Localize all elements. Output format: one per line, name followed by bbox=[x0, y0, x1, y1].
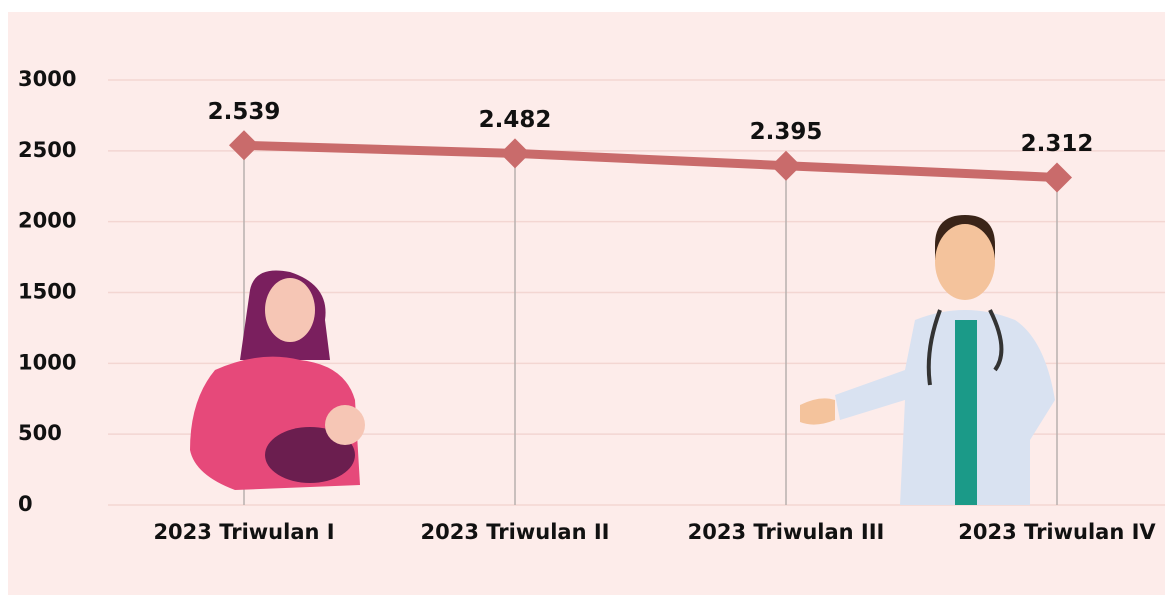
y-tick-label: 2500 bbox=[18, 138, 76, 162]
value-label: 2.395 bbox=[750, 119, 823, 145]
y-tick-label: 1000 bbox=[18, 350, 76, 374]
background bbox=[8, 12, 1165, 595]
x-tick-label: 2023 Triwulan IV bbox=[958, 520, 1156, 544]
value-label: 2.312 bbox=[1021, 131, 1094, 157]
y-tick-label: 500 bbox=[18, 421, 62, 445]
y-tick-label: 1500 bbox=[18, 280, 76, 304]
y-tick-label: 0 bbox=[18, 492, 33, 516]
chart: 0 500 1000 1500 2000 2500 3000 2.539 2.482 2.395 2… bbox=[0, 0, 1171, 600]
y-tick-label: 2000 bbox=[18, 209, 76, 233]
x-tick-label: 2023 Triwulan III bbox=[688, 520, 885, 544]
x-tick-label: 2023 Triwulan I bbox=[153, 520, 334, 544]
y-tick-label: 3000 bbox=[18, 67, 76, 91]
x-tick-label: 2023 Triwulan II bbox=[421, 520, 610, 544]
value-label: 2.482 bbox=[479, 107, 552, 133]
value-label: 2.539 bbox=[208, 99, 281, 125]
